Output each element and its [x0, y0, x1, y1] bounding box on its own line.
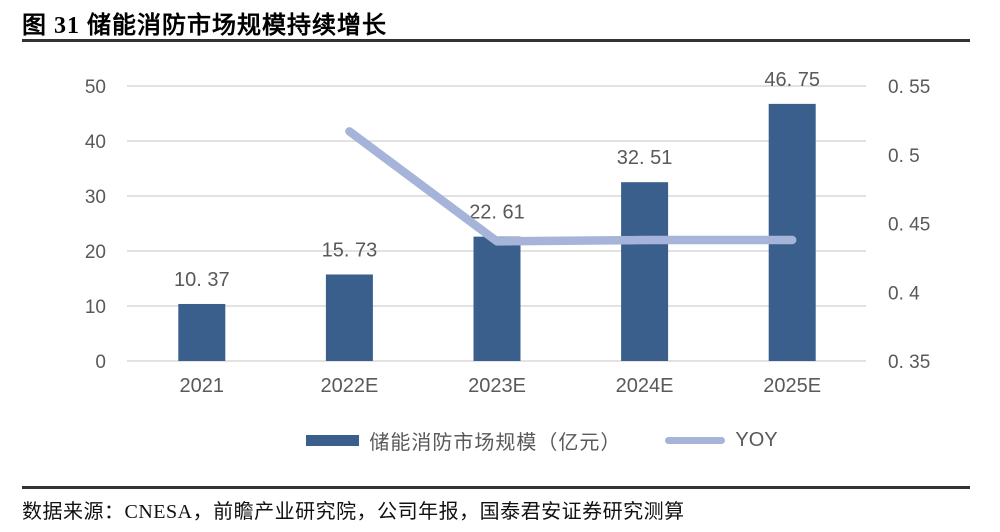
right-axis-tick-label: 0. 45 [888, 215, 930, 236]
bar-value-label-2021: 10. 37 [174, 269, 230, 291]
bar-value-label-2022E: 15. 73 [322, 239, 378, 261]
bar-series-legend-label: 储能消防市场规模（亿元） [369, 432, 622, 454]
line-series-swatch-icon [665, 437, 726, 444]
x-axis-label-2022E: 2022E [320, 375, 378, 397]
bar-series-swatch-icon [306, 435, 360, 446]
x-axis-label-2024E: 2024E [616, 375, 674, 397]
left-axis-tick-label: 50 [85, 77, 106, 98]
right-axis-tick-label: 0. 35 [888, 352, 930, 373]
line-series-legend-label: YOY [735, 429, 778, 451]
right-axis-tick-label: 0. 55 [888, 77, 930, 98]
x-axis-label-2025E: 2025E [763, 375, 821, 397]
left-axis-tick-label: 30 [85, 187, 106, 208]
x-axis-label-2021: 2021 [180, 375, 225, 397]
chart-legend: 储能消防市场规模（亿元） YOY [42, 426, 1000, 455]
footer-divider-rule [22, 486, 970, 489]
right-axis-tick-label: 0. 5 [888, 146, 920, 167]
bar-value-label-2024E: 32. 51 [617, 147, 673, 169]
bar-2024E [621, 182, 669, 361]
bar-value-label-2025E: 46. 75 [764, 69, 820, 91]
bar-value-label-2023E: 22. 61 [469, 202, 525, 224]
data-source-text: 数据来源：CNESA，前瞻产业研究院，公司年报，国泰君安证券研究测算 [22, 501, 685, 523]
left-axis-tick-label: 20 [85, 242, 106, 263]
bar-2022E [325, 274, 373, 361]
yoy-line [345, 127, 797, 246]
left-axis-tick-label: 0 [95, 352, 106, 373]
bar-2021 [178, 303, 226, 361]
right-axis-tick-label: 0. 4 [888, 283, 920, 304]
bar-2023E [473, 236, 521, 361]
x-axis-label-2023E: 2023E [468, 375, 526, 397]
bar-2025E [768, 103, 816, 361]
figure-title: 图 31 储能消防市场规模持续增长 [22, 13, 387, 39]
left-axis-tick-label: 10 [85, 297, 106, 318]
chart-canvas: 0 10 20 30 40 50 0. 35 0. 4 0. 45 0. 5 0. 55 10. 37… [85, 69, 930, 397]
legend-item-bar-series: 储能消防市场规模（亿元） [306, 426, 621, 455]
title-divider-rule [22, 39, 970, 42]
left-axis-tick-label: 40 [85, 132, 106, 153]
legend-item-line-series: YOY [665, 429, 778, 452]
